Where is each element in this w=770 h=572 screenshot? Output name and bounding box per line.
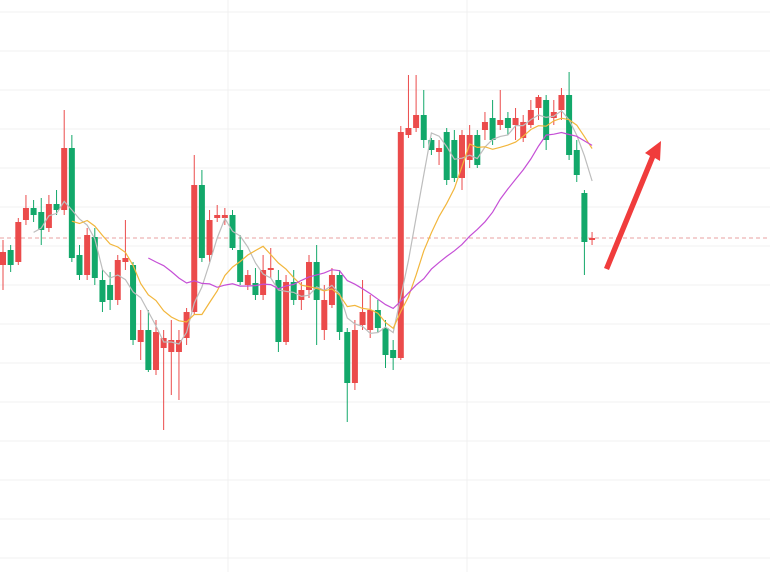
candle-body bbox=[244, 275, 251, 285]
candle-body bbox=[313, 262, 320, 300]
candle-body bbox=[114, 260, 121, 300]
candle-body bbox=[336, 275, 343, 332]
candle-body bbox=[397, 132, 404, 358]
candle-body bbox=[420, 115, 427, 140]
candle-body bbox=[436, 148, 443, 152]
candle-body bbox=[413, 115, 420, 128]
candle-body bbox=[61, 148, 68, 210]
candle-body bbox=[252, 283, 259, 295]
candle-body bbox=[581, 193, 588, 242]
candle-body bbox=[191, 185, 198, 312]
moving-average bbox=[148, 131, 593, 310]
candle-body bbox=[221, 215, 228, 218]
candle-body bbox=[374, 310, 381, 328]
candle-body bbox=[283, 282, 290, 342]
candle-body bbox=[68, 148, 75, 258]
candle-body bbox=[351, 330, 358, 383]
moving-average bbox=[71, 117, 593, 330]
candle-body bbox=[405, 128, 412, 135]
candle-body bbox=[321, 300, 328, 330]
candle-body bbox=[183, 312, 190, 338]
candle-body bbox=[298, 290, 305, 300]
candle-body bbox=[30, 208, 37, 215]
candle-body bbox=[489, 118, 496, 140]
candle-body bbox=[122, 258, 129, 262]
moving-average bbox=[33, 109, 593, 345]
candle-body bbox=[53, 204, 60, 210]
annotation-arrow bbox=[604, 141, 661, 270]
candle-body bbox=[290, 282, 297, 300]
candle-body bbox=[359, 312, 366, 325]
candle-body bbox=[206, 220, 213, 255]
plot bbox=[0, 72, 770, 430]
candle-body bbox=[512, 118, 519, 125]
candle-body bbox=[160, 338, 167, 348]
candle-body bbox=[459, 135, 465, 178]
candle-body bbox=[7, 250, 14, 265]
candle-body bbox=[550, 112, 557, 118]
candle-body bbox=[589, 238, 596, 240]
candle-body bbox=[168, 340, 175, 352]
candle-body bbox=[137, 330, 144, 342]
candle-body bbox=[22, 208, 29, 220]
candle-body bbox=[443, 132, 450, 180]
candle-body bbox=[474, 135, 481, 165]
candle-body bbox=[535, 97, 542, 108]
candle-body bbox=[306, 262, 312, 290]
candle-body bbox=[237, 250, 244, 282]
candle-body bbox=[497, 120, 504, 125]
candle-body bbox=[107, 285, 114, 300]
candle-body bbox=[481, 122, 488, 130]
candle-body bbox=[566, 95, 573, 155]
candle-body bbox=[382, 328, 389, 355]
candle-body bbox=[260, 270, 267, 295]
candle-body bbox=[573, 150, 580, 175]
candle-body bbox=[175, 340, 182, 352]
candle-body bbox=[214, 215, 221, 218]
candle-body bbox=[84, 235, 91, 275]
candle-body bbox=[428, 140, 435, 150]
candle-body bbox=[527, 110, 534, 125]
candle-body bbox=[145, 330, 152, 370]
candle-body bbox=[99, 280, 106, 302]
candle-body bbox=[466, 135, 473, 160]
candle-body bbox=[504, 118, 511, 128]
candle-body bbox=[38, 212, 45, 230]
candle-body bbox=[275, 280, 282, 342]
candle-body bbox=[390, 350, 397, 358]
candle-body bbox=[367, 310, 374, 330]
candle-body bbox=[198, 185, 205, 258]
candle-body bbox=[543, 100, 550, 140]
candle-body bbox=[520, 122, 527, 138]
candle-body bbox=[344, 332, 351, 383]
candle-body bbox=[91, 237, 98, 278]
candle-body bbox=[558, 95, 565, 110]
candle-body bbox=[76, 255, 83, 275]
candle-body bbox=[267, 268, 274, 270]
candle-body bbox=[0, 252, 6, 265]
candle-body bbox=[153, 332, 159, 370]
candle-body bbox=[15, 222, 22, 262]
candle-body bbox=[328, 275, 335, 305]
candle-body bbox=[130, 265, 137, 340]
